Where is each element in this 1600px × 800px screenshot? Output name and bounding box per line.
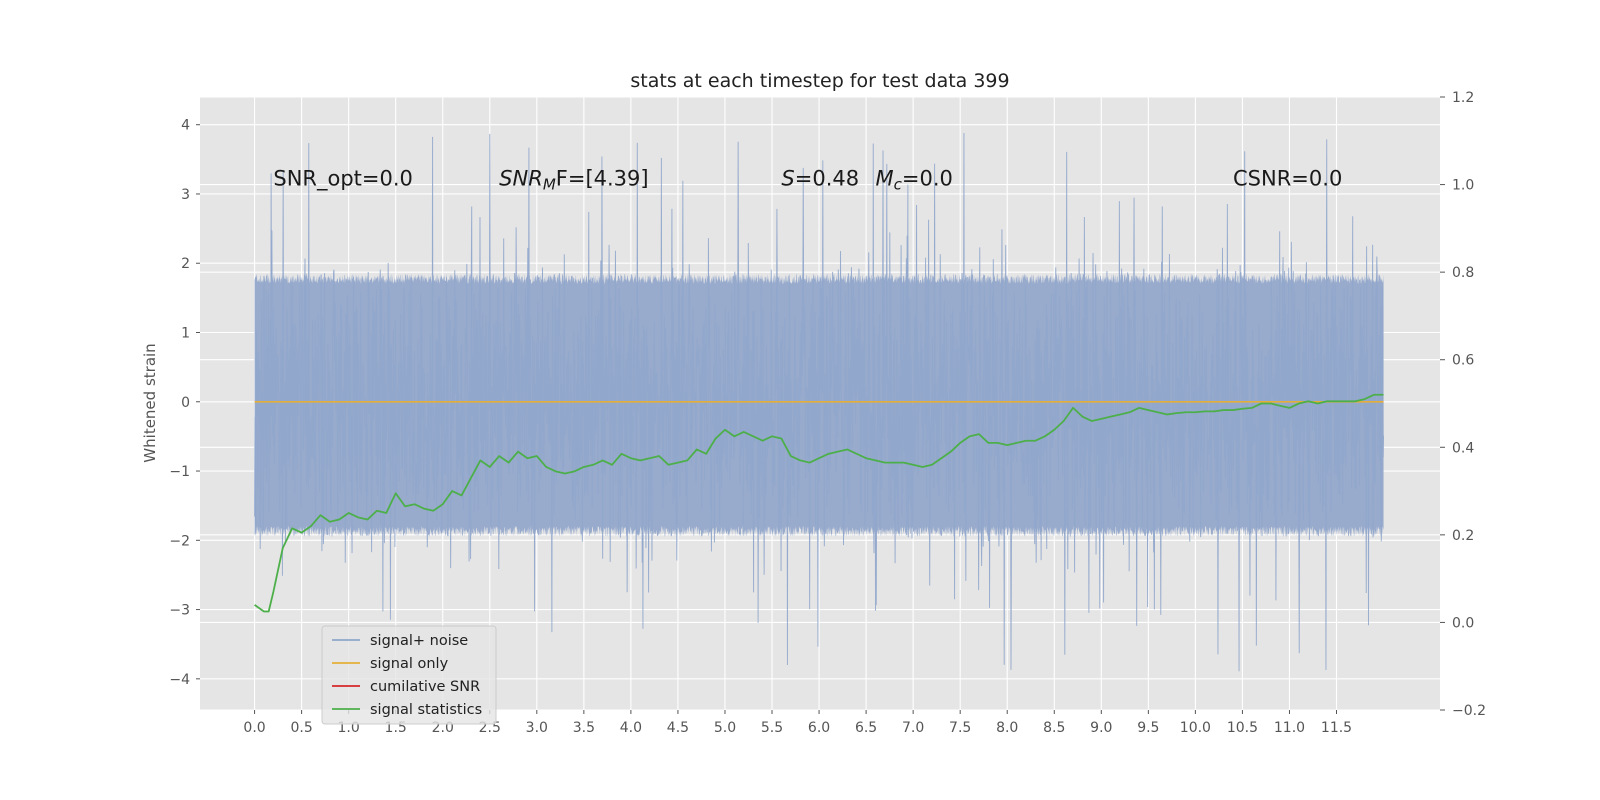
x-tick-label: 8.5 [1043, 720, 1065, 736]
annotation-s-stat: S=0.48 [781, 167, 859, 191]
y2-tick-label: −0.2 [1452, 703, 1486, 719]
y-tick-label: −4 [169, 672, 190, 688]
y2-tick-label: 1.2 [1452, 90, 1474, 106]
y-tick-label: 2 [181, 256, 190, 272]
y-tick-label: 0 [181, 395, 190, 411]
y-tick-label: −1 [169, 464, 190, 480]
x-tick-label: 7.5 [949, 720, 971, 736]
x-tick-label: 3.0 [526, 720, 548, 736]
series-signal-statistics-line [254, 393, 1384, 613]
y2-tick-label: 0.6 [1452, 353, 1474, 369]
x-tick-label: 0.5 [290, 720, 312, 736]
y-tick-label: 3 [181, 187, 190, 203]
x-tick-label: 5.5 [761, 720, 783, 736]
x-tick-label: 10.0 [1180, 720, 1211, 736]
x-tick-label: 7.0 [902, 720, 924, 736]
annotation-snr-opt: SNR_opt=0.0 [273, 167, 413, 192]
x-tick-label: 9.5 [1137, 720, 1159, 736]
x-tick-label: 5.0 [714, 720, 736, 736]
y2-tick-label: 1.0 [1452, 178, 1474, 194]
chart-title: stats at each timestep for test data 399 [630, 70, 1009, 92]
x-tick-label: 4.5 [667, 720, 689, 736]
legend-label: cumilative SNR [370, 679, 480, 695]
plot-content [254, 133, 1385, 672]
y2-tick-label: 0.0 [1452, 615, 1474, 631]
legend-label: signal+ noise [370, 633, 468, 649]
x-tick-label: 6.0 [808, 720, 830, 736]
annotations: SNR_opt=0.0 SNRMF=[4.39] S=0.48 Mc=0.0 CSNR=… [273, 167, 1342, 194]
annotation-snr-mf: SNRMF=[4.39] [499, 167, 648, 194]
y-tick-label: −3 [169, 603, 190, 619]
y-axis-label: Whitened strain [141, 343, 159, 462]
x-tick-label: 0.0 [243, 720, 265, 736]
y-tick-label: −2 [169, 533, 190, 549]
series-signal-noise-line [254, 133, 1385, 672]
x-tick-label: 11.5 [1321, 720, 1352, 736]
x-tick-label: 6.5 [855, 720, 877, 736]
legend: signal+ noise signal only cumilative SNR si… [321, 625, 497, 725]
y2-tick-label: 0.4 [1452, 440, 1474, 456]
y-tick-label: 1 [181, 326, 190, 342]
y2-tick-label: 0.2 [1452, 528, 1474, 544]
annotation-mc-stat: Mc=0.0 [876, 167, 953, 194]
x-tick-label: 9.0 [1090, 720, 1112, 736]
x-tick-label: 11.0 [1274, 720, 1305, 736]
x-tick-label: 4.0 [620, 720, 642, 736]
y-tick-label: 4 [181, 118, 190, 134]
x-tick-label: 10.5 [1227, 720, 1258, 736]
x-tick-label: 3.5 [573, 720, 595, 736]
legend-label: signal only [370, 656, 449, 672]
legend-label: signal statistics [370, 702, 482, 718]
y2-tick-label: 0.8 [1452, 265, 1474, 281]
annotation-csnr: CSNR=0.0 [1233, 167, 1342, 191]
x-tick-label: 8.0 [996, 720, 1018, 736]
legend-frame [321, 625, 497, 725]
